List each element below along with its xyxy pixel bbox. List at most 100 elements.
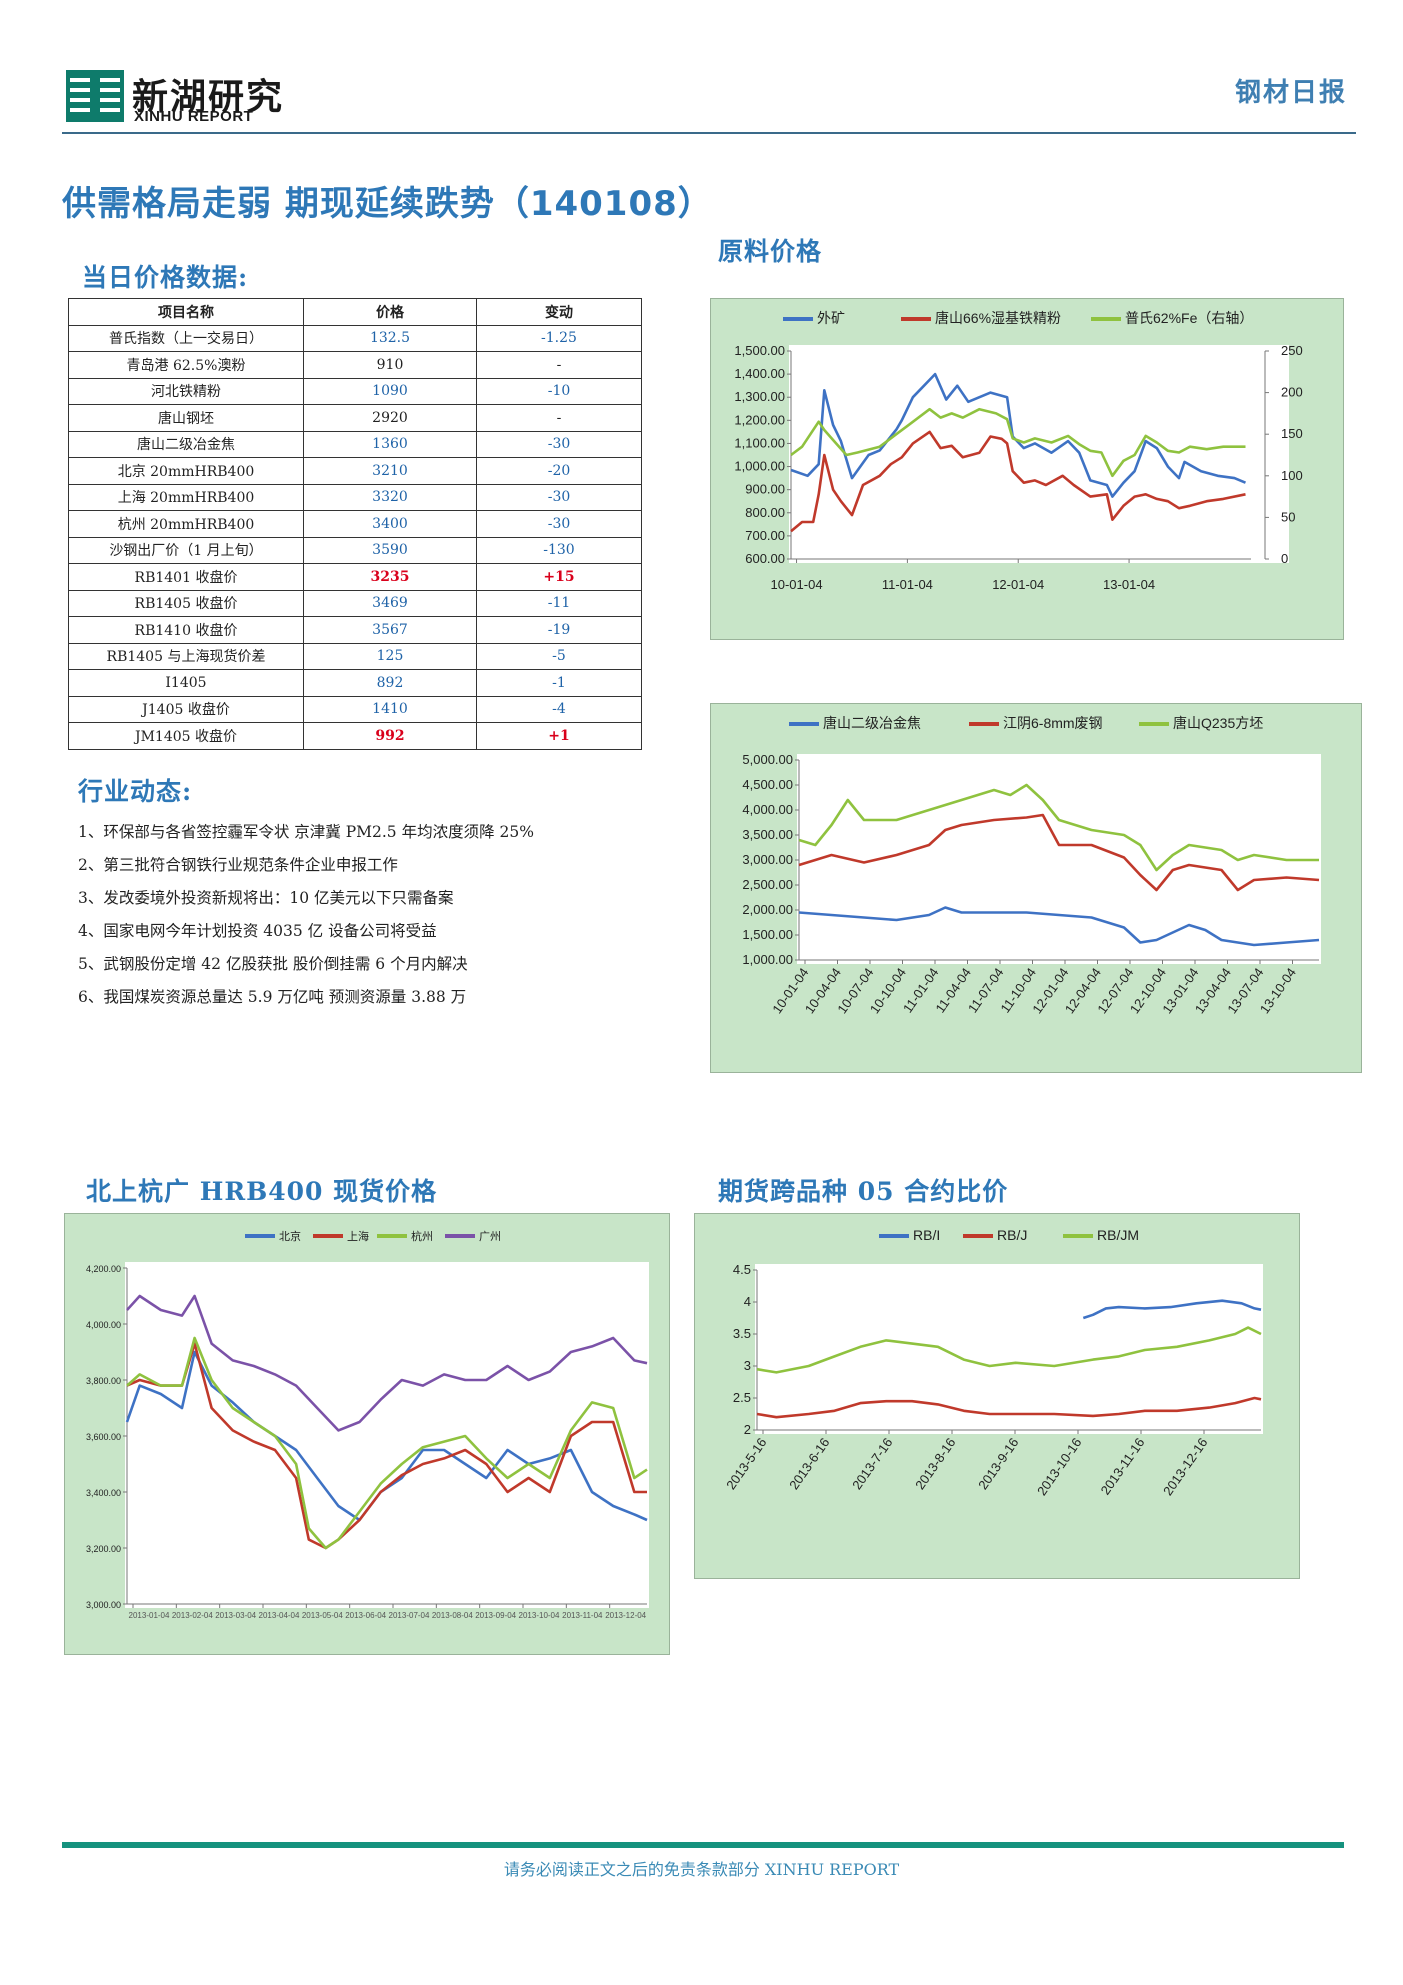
cell-change: -1	[476, 669, 642, 697]
x-tick-label: 10-01-04	[771, 577, 823, 592]
legend-label: RB/JM	[1097, 1227, 1139, 1243]
x-tick-label: 2013-02-04	[172, 1611, 213, 1620]
hrb400-spot-chart-svg: 4,200.00 4,000.00 3,800.00 3,600.00 3,400.00…	[86, 1229, 649, 1620]
page-title: 供需格局走弱 期现延续跌势（140108）	[62, 184, 713, 224]
news-item: 5、武钢股份定增 42 亿股获批 股价倒挂需 6 个月内解决	[78, 955, 468, 973]
y-tick-label: 4	[744, 1294, 751, 1309]
cell-item-name: 青岛港 62.5%澳粉	[68, 351, 304, 379]
cell-item-name: RB1405 收盘价	[68, 589, 304, 617]
table-row: 唐山钢坯 2920-	[68, 404, 642, 432]
cell-item-name: I1405	[68, 669, 304, 697]
logo-mark	[66, 70, 124, 122]
x-tick-label: 2013-10-16	[1034, 1435, 1084, 1498]
cell-change: -130	[476, 536, 642, 564]
series-line	[126, 1336, 648, 1550]
cell-item-name: J1405 收盘价	[68, 695, 304, 723]
document-type: 钢材日报	[1234, 78, 1347, 108]
y-tick-label: 4,000.00	[742, 802, 793, 817]
table-row: JM1405 收盘价 992 +1	[68, 722, 642, 750]
y-tick-label: 3,000.00	[742, 852, 793, 867]
cell-item-name: 北京 20mmHRB400	[68, 457, 304, 485]
series-line	[790, 430, 1246, 533]
x-tick-label: 2013-9-16	[975, 1435, 1021, 1492]
cell-item-name: RB1401 收盘价	[68, 563, 304, 591]
cell-change: +1	[476, 722, 642, 750]
y-tick-label: 900.00	[745, 482, 785, 497]
cell-change: -19	[476, 616, 642, 644]
y-tick-label: 5,000.00	[742, 752, 793, 767]
y-tick-label: 2,000.00	[742, 902, 793, 917]
y-tick-label: 2,500.00	[742, 877, 793, 892]
cell-price: 3210	[303, 457, 477, 485]
y-tick-label: 3,400.00	[86, 1488, 121, 1498]
x-tick-label: 2013-10-04	[519, 1611, 560, 1620]
y-tick-label: 3,000.00	[86, 1600, 121, 1610]
news-item: 3、发改委境外投资新规将出：10 亿美元以下只需备案	[78, 889, 454, 907]
header-price: 价格	[303, 298, 477, 326]
x-tick-label: 2013-08-04	[432, 1611, 473, 1620]
y-tick-label: 600.00	[745, 551, 785, 566]
cell-change: -30	[476, 483, 642, 511]
section-heading-industry: 行业动态:	[78, 777, 193, 806]
logo-text-cn: 新湖研究	[132, 77, 285, 118]
plot-area	[125, 1262, 649, 1608]
legend-label: 北京	[279, 1229, 301, 1243]
cell-change: -5	[476, 642, 642, 670]
cell-price: 3320	[303, 483, 477, 511]
x-tick-label: 2013-04-04	[259, 1611, 300, 1620]
y-tick-label: 4,200.00	[86, 1264, 121, 1274]
cell-price: 2920	[303, 404, 477, 432]
x-tick-label: 12-01-04	[992, 577, 1044, 592]
x-tick-label: 2013-6-16	[786, 1435, 832, 1492]
legend-label: 杭州	[411, 1229, 433, 1243]
cell-item-name: 唐山二级冶金焦	[68, 430, 304, 458]
cell-item-name: RB1405 与上海现货价差	[68, 642, 304, 670]
y-tick-label: 3.5	[733, 1326, 751, 1341]
table-row: 上海 20mmHRB400 3320 -30	[68, 483, 642, 511]
y-tick-label: 1,100.00	[734, 435, 785, 450]
footer-disclaimer: 请务必阅读正文之后的免责条款部分 XINHU REPORT	[503, 1860, 900, 1879]
chart-hrb400-spot: 4,200.00 4,000.00 3,800.00 3,600.00 3,400.00…	[64, 1213, 670, 1655]
table-row: 沙钢出厂价（1 月上旬） 3590 -130	[68, 536, 642, 564]
header-change: 变动	[476, 298, 642, 326]
coke-scrap-billet-chart-svg: 5,000.00 4,500.00 4,000.00 3,500.00 3,000.00…	[742, 715, 1321, 1016]
y-tick-label: 3,200.00	[86, 1544, 121, 1554]
series-line	[756, 1326, 1262, 1374]
y-tick-label: 800.00	[745, 505, 785, 520]
x-tick-label: 2013-06-04	[345, 1611, 386, 1620]
x-tick-label: 2013-12-04	[605, 1611, 646, 1620]
cell-change: -11	[476, 589, 642, 617]
table-row: I1405 892 -1	[68, 669, 642, 697]
cell-price: 1090	[303, 377, 477, 405]
y-tick-label: 3	[744, 1358, 751, 1373]
legend-label: 唐山二级冶金焦	[823, 715, 921, 731]
legend-label: 江阴6-8mm废钢	[1003, 715, 1103, 731]
y-tick-label: 700.00	[745, 528, 785, 543]
x-tick-label: 2013-05-04	[302, 1611, 343, 1620]
series-line	[1082, 1299, 1262, 1320]
plot-area	[755, 1264, 1263, 1434]
x-tick-label: 2013-5-16	[723, 1435, 769, 1492]
section-heading-raw-material: 原料价格	[718, 237, 823, 266]
y-tick-label: 4.5	[733, 1262, 751, 1277]
cell-price: 3235	[303, 563, 477, 591]
cell-change: +15	[476, 563, 642, 591]
cell-item-name: 唐山钢坯	[68, 404, 304, 432]
y2-tick-label: 200	[1281, 385, 1303, 400]
cell-item-name: 上海 20mmHRB400	[68, 483, 304, 511]
y-tick-label: 3,600.00	[86, 1432, 121, 1442]
series-line	[798, 813, 1320, 892]
series-line	[798, 906, 1320, 947]
cell-price: 892	[303, 669, 477, 697]
cell-price: 1410	[303, 695, 477, 723]
news-item: 2、第三批符合钢铁行业规范条件企业申报工作	[78, 856, 398, 874]
section-heading-hrb400: 北上杭广 HRB400 现货价格	[86, 1177, 438, 1206]
y-tick-label: 4,500.00	[742, 777, 793, 792]
y2-tick-label: 100	[1281, 468, 1303, 483]
cell-change: -	[476, 404, 642, 432]
x-tick-label: 2013-11-04	[562, 1611, 603, 1620]
cell-price: 125	[303, 642, 477, 670]
price-table: 项目名称 价格 变动 普氏指数（上一交易日） 132.5 -1.25 青岛港 62.5…	[68, 298, 642, 750]
series-line	[126, 1294, 648, 1432]
